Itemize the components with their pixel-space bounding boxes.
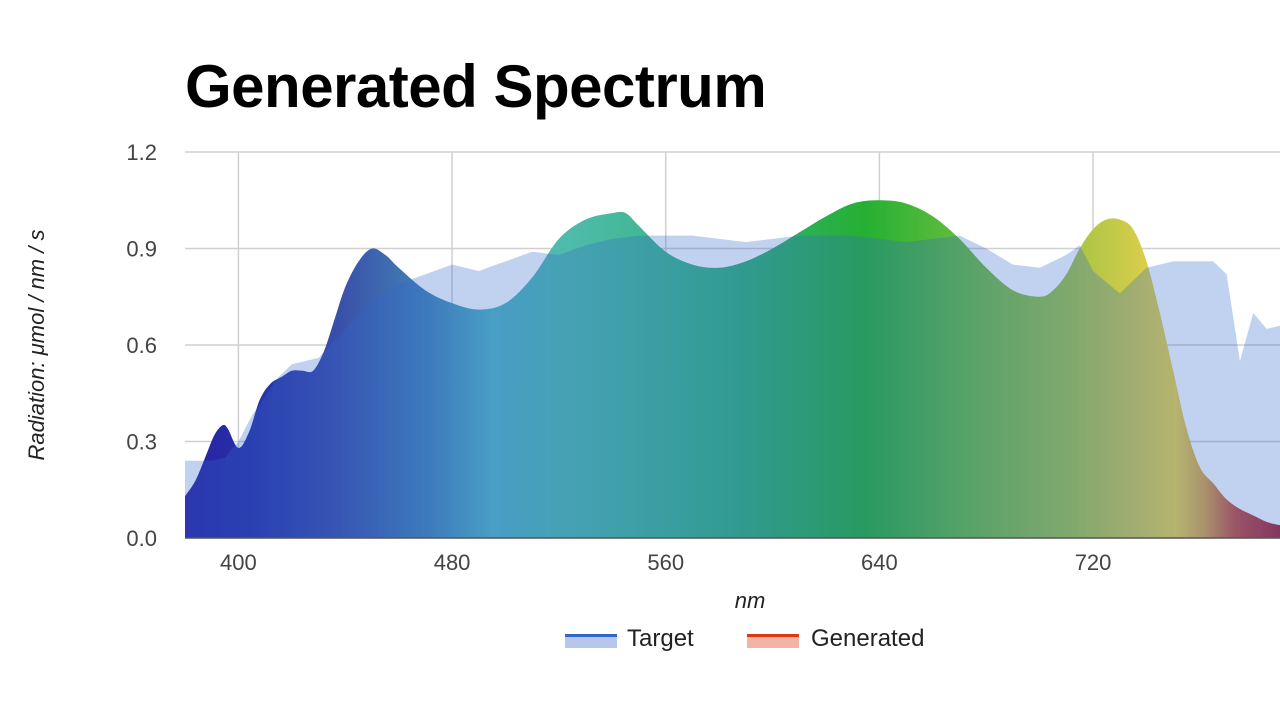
legend-label-target: Target xyxy=(627,625,694,652)
x-tick-label: 640 xyxy=(861,550,898,575)
legend-item-target[interactable]: Target xyxy=(565,625,694,652)
series-area-generated xyxy=(185,200,1280,538)
y-tick-label: 1.2 xyxy=(126,140,157,165)
x-tick-label: 720 xyxy=(1075,550,1112,575)
y-axis-ticks: 0.0 0.3 0.6 0.9 1.2 xyxy=(126,140,157,551)
x-axis-title: nm xyxy=(735,588,766,613)
legend-line-generated xyxy=(747,634,799,637)
x-tick-label: 560 xyxy=(647,550,684,575)
legend: Target Generated xyxy=(565,625,924,652)
chart-title: Generated Spectrum xyxy=(185,53,767,120)
y-tick-label: 0.6 xyxy=(126,333,157,358)
y-axis-title: Radiation: μmol / nm / s xyxy=(24,230,49,461)
legend-line-target xyxy=(565,634,617,637)
legend-item-generated[interactable]: Generated xyxy=(747,625,924,652)
y-tick-label: 0.9 xyxy=(126,237,157,262)
legend-swatch-generated xyxy=(747,634,799,648)
x-tick-label: 480 xyxy=(434,550,471,575)
legend-label-generated: Generated xyxy=(811,625,924,652)
series-areas xyxy=(185,200,1280,538)
series-area-target xyxy=(185,235,1280,538)
x-axis-ticks: 400 480 560 640 720 xyxy=(220,550,1111,575)
x-tick-label: 400 xyxy=(220,550,257,575)
y-tick-label: 0.0 xyxy=(126,526,157,551)
y-tick-label: 0.3 xyxy=(126,430,157,455)
legend-swatch-target xyxy=(565,634,617,648)
